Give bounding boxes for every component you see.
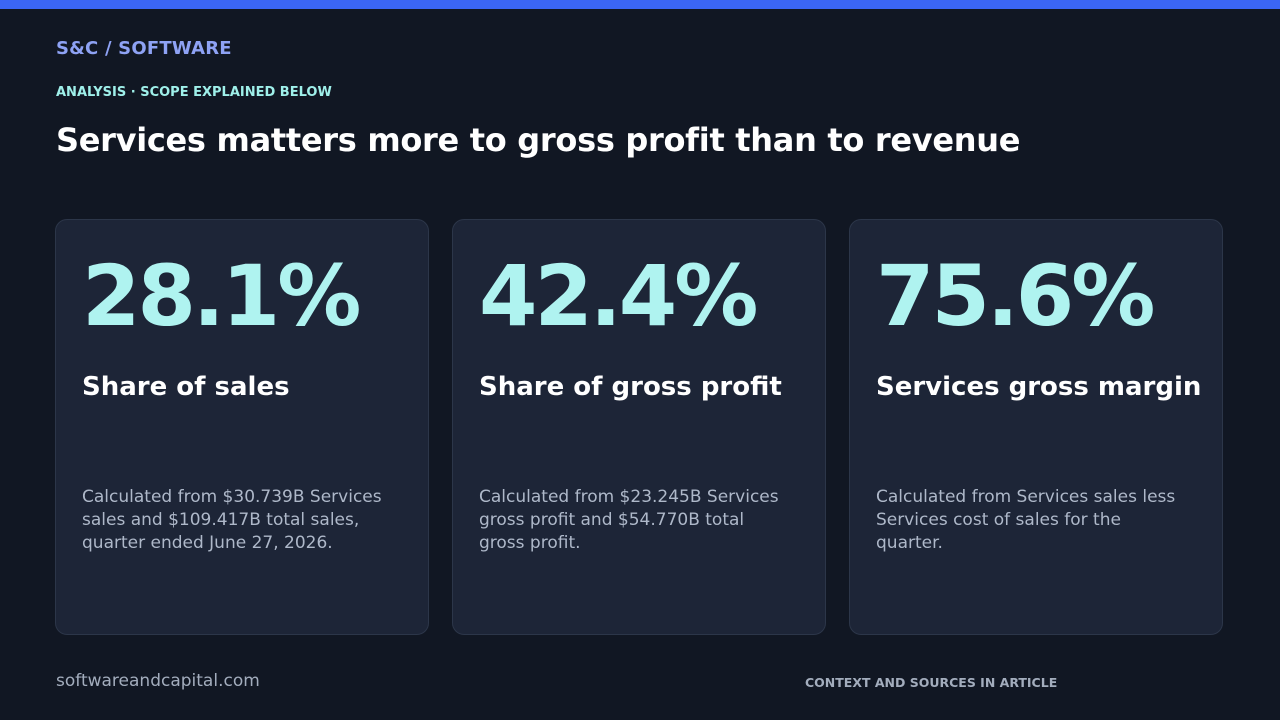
metric-card-services-gross-margin: 75.6% Services gross margin Calculated f… (849, 219, 1223, 635)
metric-cards: 28.1% Share of sales Calculated from $30… (55, 219, 1225, 637)
metric-label: Share of sales (82, 372, 290, 402)
metric-card-share-of-gross-profit: 42.4% Share of gross profit Calculated f… (452, 219, 826, 635)
metric-description: Calculated from $23.245B Services gross … (479, 487, 779, 553)
metric-value: 28.1% (82, 247, 361, 345)
page-title: Services matters more to gross profit th… (56, 121, 1021, 159)
top-accent-bar (0, 0, 1280, 9)
eyebrow-label: ANALYSIS · SCOPE EXPLAINED BELOW (56, 85, 332, 100)
metric-card-share-of-sales: 28.1% Share of sales Calculated from $30… (55, 219, 429, 635)
footer-url: softwareandcapital.com (56, 671, 260, 691)
metric-description: Calculated from Services sales less Serv… (876, 487, 1176, 553)
footer-note: CONTEXT AND SOURCES IN ARTICLE (805, 675, 1058, 690)
brand-label: S&C / SOFTWARE (56, 38, 232, 59)
metric-label: Share of gross profit (479, 372, 782, 402)
metric-value: 42.4% (479, 247, 758, 345)
metric-label: Services gross margin (876, 372, 1202, 402)
metric-value: 75.6% (876, 247, 1155, 345)
metric-description: Calculated from $30.739B Services sales … (82, 487, 382, 553)
